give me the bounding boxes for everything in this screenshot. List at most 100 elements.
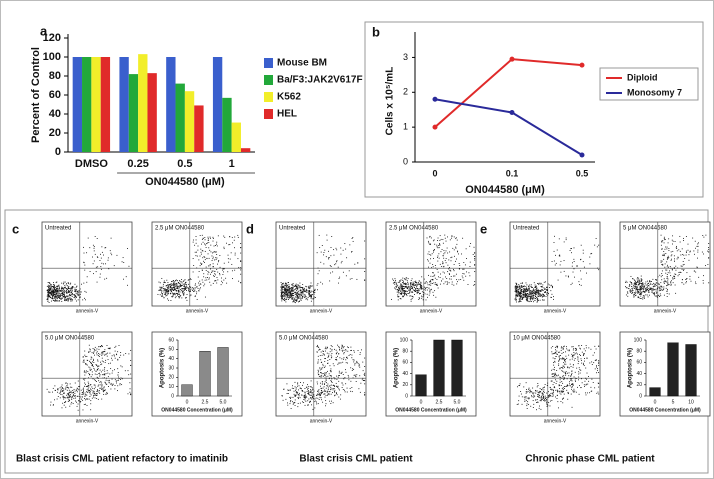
scatter-dot (68, 389, 70, 391)
scatter-dot (533, 297, 535, 299)
scatter-dot (343, 358, 344, 360)
scatter-dot (331, 350, 333, 352)
scatter-dot (319, 382, 321, 384)
scatter-dot (544, 399, 545, 401)
scatter-dot (632, 290, 634, 292)
scatter-dot (69, 383, 71, 385)
scatter-dot (456, 281, 458, 283)
scatter-dot (299, 300, 301, 302)
scatter-dot (84, 290, 86, 292)
scatter-dot (227, 254, 229, 256)
scatter-dot (96, 376, 98, 378)
scatter-dot (240, 247, 242, 248)
scatter-dot (655, 284, 657, 286)
scatter-dot (565, 373, 567, 374)
scatter-dot (333, 254, 335, 256)
scatter-dot (183, 292, 185, 294)
scatter-dot (240, 260, 242, 262)
scatter-dot (585, 383, 587, 385)
scatter-dot (86, 391, 87, 393)
scatter-dot (364, 375, 366, 377)
scatter-dot (635, 283, 637, 284)
scatter-dot (73, 388, 75, 390)
scatter-dot (543, 391, 545, 393)
scatter-dot (321, 387, 322, 389)
scatter-dot (565, 371, 567, 373)
scatter-dot (92, 364, 94, 366)
scatter-dot (534, 286, 536, 288)
scatter-dot (689, 275, 691, 277)
scatter-dot (97, 390, 99, 392)
scatter-dot (532, 387, 534, 389)
scatter-dot (657, 276, 659, 278)
scatter-dot (336, 375, 338, 377)
scatter-dot (551, 261, 553, 262)
scatter-dot (171, 288, 173, 290)
scatter-dot (54, 300, 56, 302)
scatter-dot (213, 275, 215, 277)
scatter-dot (304, 395, 306, 397)
scatter-dot (546, 402, 548, 404)
scatter-dot (317, 289, 319, 291)
scatter-dot (92, 256, 93, 258)
scatter-dot (413, 285, 415, 287)
scatter-dot (575, 348, 577, 350)
scatter-dot (93, 394, 95, 396)
scatter-dot (673, 268, 675, 269)
scatter-dot (68, 394, 70, 396)
scatter-dot (421, 297, 423, 299)
scatter-dot (580, 358, 582, 360)
scatter-dot (666, 285, 668, 287)
scatter-dot (211, 260, 213, 262)
scatter-dot (340, 247, 342, 249)
scatter-dot (69, 297, 71, 299)
scatter-dot (317, 346, 319, 348)
scatter-dot (69, 294, 71, 296)
scatter-dot (54, 291, 56, 293)
scatter-dot (462, 277, 464, 279)
scatter-dot (552, 287, 554, 289)
scatter-dot (703, 236, 705, 238)
scatter-dot (54, 287, 56, 288)
scatter-dot (298, 301, 299, 303)
scatter-dot (110, 388, 112, 390)
scatter-dot (681, 265, 683, 267)
scatter-dot (659, 274, 661, 276)
scatter-dot (527, 401, 529, 403)
scatter-dot (161, 292, 163, 294)
scatter-dot (170, 299, 172, 301)
scatter-dot (88, 384, 90, 386)
scatter-dot (82, 388, 84, 390)
scatter-dot (597, 382, 599, 384)
scatter-dot (82, 378, 84, 380)
scatter-dot (548, 396, 550, 398)
scatter-dot (51, 297, 53, 299)
scatter-dot (578, 371, 580, 373)
scatter-dot (318, 349, 320, 351)
scatter-dot (548, 396, 550, 397)
scatter-dot (597, 372, 599, 373)
scatter-dot (339, 349, 341, 351)
scatter-dot (415, 289, 417, 291)
scatter-dot (91, 397, 93, 399)
scatter-dot (301, 292, 303, 294)
scatter-dot (528, 301, 530, 303)
scatter-dot (537, 395, 538, 397)
scatter-dot (575, 391, 577, 393)
scatter-dot (570, 252, 572, 254)
scatter-dot (56, 297, 58, 299)
scatter-dot (535, 293, 537, 295)
scatter-dot (527, 290, 529, 292)
scatter-dot (51, 391, 53, 393)
scatter-dot (211, 270, 213, 272)
scatter-dot (661, 288, 663, 290)
scatter-dot (529, 298, 531, 300)
scatter-dot (286, 393, 288, 394)
scatter-dot (320, 397, 322, 399)
legend-label: Monosomy 7 (627, 87, 682, 97)
scatter-dot (559, 264, 561, 266)
scatter-dot (297, 292, 299, 294)
scatter-dot (297, 284, 299, 286)
scatter-dot (223, 268, 225, 270)
scatter-dot (579, 284, 580, 286)
